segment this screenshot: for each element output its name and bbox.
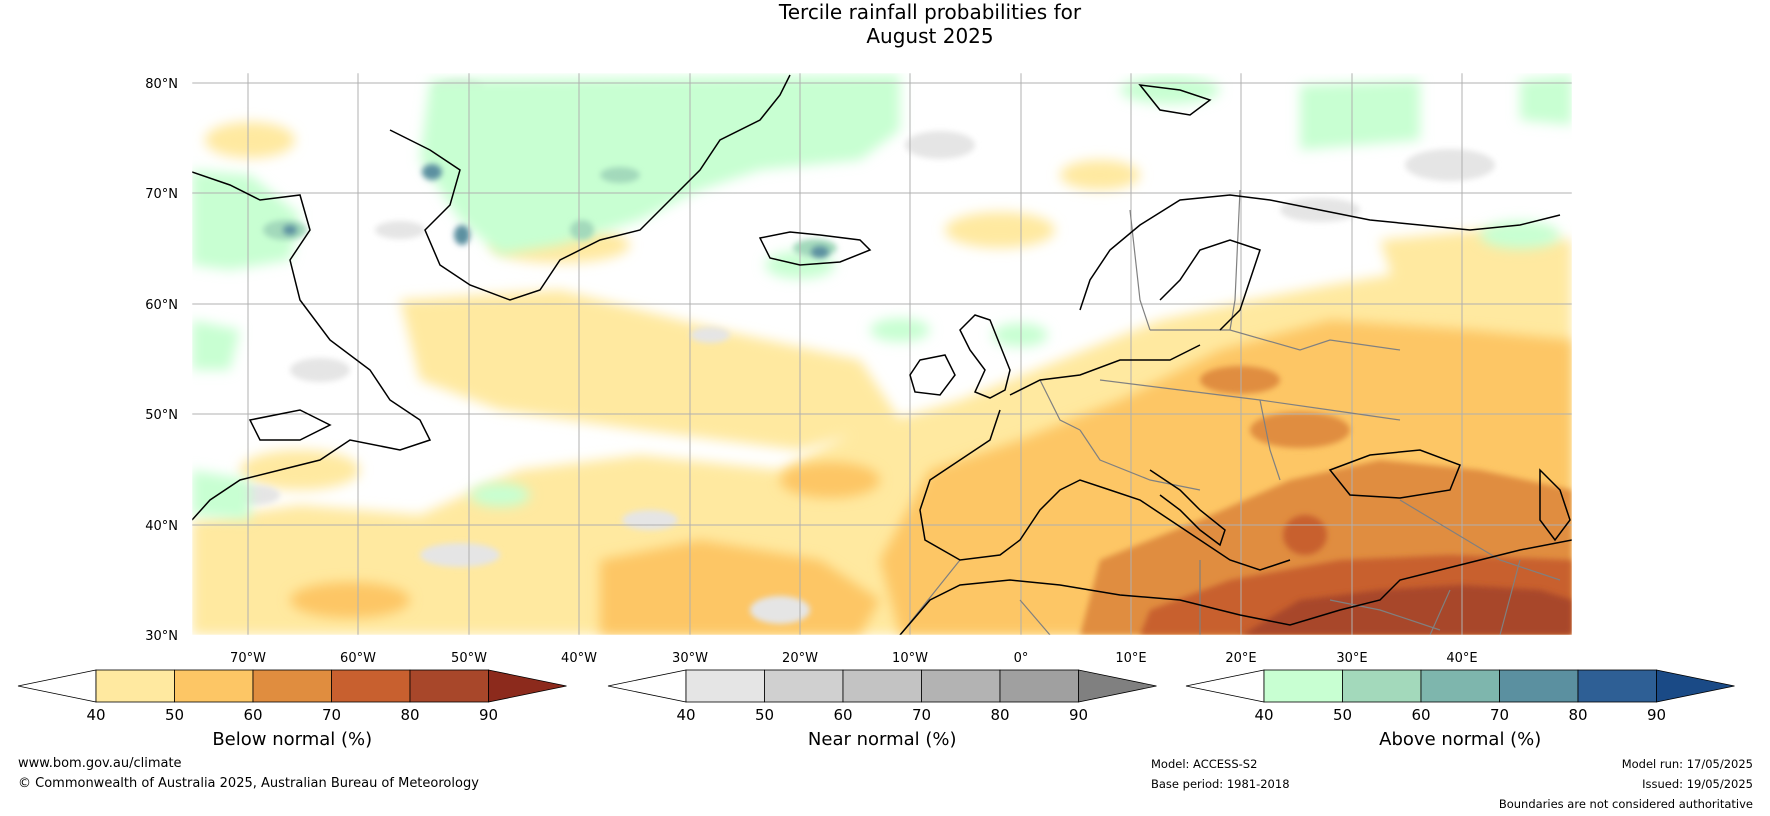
above-normal-colorbar-tick: 70 bbox=[1490, 706, 1509, 724]
above-normal-colorbar-tick: 90 bbox=[1647, 706, 1666, 724]
below-normal-colorbar: 40 50 60 70 80 90 Below normal (%) bbox=[17, 669, 567, 750]
chart-title: Tercile rainfall probabilities for Augus… bbox=[0, 0, 1770, 48]
graticule bbox=[192, 73, 1572, 635]
near-normal-colorbar-low-extend bbox=[607, 669, 687, 703]
britain-coast bbox=[959, 314, 1011, 399]
near-normal-colorbar-segment bbox=[685, 669, 765, 703]
lon-label-40w: 40°W bbox=[561, 651, 597, 666]
above-normal-colorbar-segment bbox=[1263, 669, 1343, 703]
italy-coast bbox=[1149, 469, 1226, 547]
lon-label-30e: 30°E bbox=[1336, 651, 1367, 666]
near-normal-colorbar-segment bbox=[842, 669, 922, 703]
above-normal-colorbar-segment bbox=[1577, 669, 1657, 703]
footer-base-period: Base period: 1981-2018 bbox=[1151, 777, 1290, 791]
below-normal-colorbar-tick: 70 bbox=[322, 706, 341, 724]
longitude-labels: 70°W 60°W 50°W 40°W 30°W 20°W 10°W 0° 10… bbox=[230, 651, 1478, 666]
coastlines bbox=[192, 74, 1572, 635]
above-normal-colorbar-high-extend bbox=[1656, 669, 1735, 703]
above-normal-60-80-areas bbox=[283, 164, 829, 258]
footer-url: www.bom.gov.au/climate bbox=[18, 756, 182, 771]
lat-label-70n: 70°N bbox=[145, 187, 178, 202]
lon-label-10e: 10°E bbox=[1115, 651, 1146, 666]
below-normal-colorbar-segment bbox=[409, 669, 489, 703]
below-normal-colorbar-tick: 60 bbox=[243, 706, 262, 724]
lon-label-40e: 40°E bbox=[1446, 651, 1477, 666]
above-normal-colorbar: 40 50 60 70 80 90 Above normal (%) bbox=[1185, 669, 1735, 750]
below-normal-colorbar-segment bbox=[252, 669, 332, 703]
north-america-coast bbox=[192, 171, 432, 521]
above-normal-colorbar-tick: 60 bbox=[1411, 706, 1430, 724]
below-normal-colorbar-low-extend bbox=[17, 669, 97, 703]
lon-label-50w: 50°W bbox=[451, 651, 487, 666]
below-normal-colorbar-tick: 80 bbox=[400, 706, 419, 724]
below-normal-colorbar-segment bbox=[95, 669, 175, 703]
lat-label-60n: 60°N bbox=[145, 298, 178, 313]
above-normal-colorbar-segment bbox=[1342, 669, 1422, 703]
near-normal-colorbar-tick: 50 bbox=[755, 706, 774, 724]
above-normal-colorbar-tick: 50 bbox=[1333, 706, 1352, 724]
near-normal-colorbar-tick: 70 bbox=[912, 706, 931, 724]
country-borders bbox=[899, 189, 1561, 635]
below-normal-colorbar-segment bbox=[331, 669, 411, 703]
near-normal-colorbar-tick: 40 bbox=[676, 706, 695, 724]
lat-label-80n: 80°N bbox=[145, 77, 178, 92]
near-normal-colorbar-tick: 60 bbox=[833, 706, 852, 724]
footer-model-run: Model run: 17/05/2025 bbox=[1621, 757, 1753, 771]
latitude-labels: 80°N 70°N 60°N 50°N 40°N 30°N bbox=[145, 77, 178, 644]
below-normal-colorbar-segment bbox=[174, 669, 254, 703]
near-normal-colorbar: 40 50 60 70 80 90 Near normal (%) bbox=[607, 669, 1157, 750]
greenland-coast bbox=[389, 74, 791, 301]
lat-label-40n: 40°N bbox=[145, 519, 178, 534]
footer-issued: Issued: 19/05/2025 bbox=[1642, 777, 1753, 791]
above-normal-40-50-areas bbox=[192, 75, 1572, 520]
colorbar-group: 40 50 60 70 80 90 Below normal (%) 40 50 60 70 80 90… bbox=[17, 669, 1735, 750]
below-normal-colorbar-tick: 50 bbox=[165, 706, 184, 724]
lon-label-0: 0° bbox=[1014, 651, 1029, 666]
below-normal-80-90-areas bbox=[1240, 585, 1572, 635]
title-line-2: August 2025 bbox=[866, 24, 994, 48]
ireland-coast bbox=[909, 354, 956, 396]
below-normal-colorbar-label: Below normal (%) bbox=[212, 729, 372, 750]
lon-label-20e: 20°E bbox=[1225, 651, 1256, 666]
above-normal-colorbar-segment bbox=[1499, 669, 1579, 703]
lon-label-30w: 30°W bbox=[672, 651, 708, 666]
near-normal-colorbar-tick: 80 bbox=[990, 706, 1009, 724]
lon-label-20w: 20°W bbox=[782, 651, 818, 666]
above-normal-colorbar-tick: 40 bbox=[1254, 706, 1273, 724]
below-normal-colorbar-high-extend bbox=[488, 669, 567, 703]
above-normal-colorbar-label: Above normal (%) bbox=[1379, 729, 1541, 750]
lat-label-50n: 50°N bbox=[145, 408, 178, 423]
lon-label-70w: 70°W bbox=[230, 651, 266, 666]
near-normal-colorbar-high-extend bbox=[1078, 669, 1157, 703]
footer-model: Model: ACCESS-S2 bbox=[1151, 757, 1258, 771]
iceland-coast bbox=[758, 231, 872, 266]
black-sea-coast bbox=[1328, 449, 1461, 499]
scandinavia-coast bbox=[1079, 194, 1561, 311]
title-line-1: Tercile rainfall probabilities for bbox=[778, 0, 1082, 24]
lat-label-30n: 30°N bbox=[145, 629, 178, 644]
near-normal-colorbar-segment bbox=[999, 669, 1079, 703]
probability-field bbox=[192, 73, 1572, 635]
near-normal-colorbar-segment bbox=[921, 669, 1001, 703]
above-normal-colorbar-segment bbox=[1420, 669, 1500, 703]
north-africa-coast bbox=[899, 539, 1572, 635]
footer-disclaimer: Boundaries are not considered authoritat… bbox=[1498, 797, 1753, 811]
map-frame bbox=[191, 72, 1573, 636]
near-normal-colorbar-label: Near normal (%) bbox=[808, 729, 957, 750]
near-normal-colorbar-tick: 90 bbox=[1069, 706, 1088, 724]
below-normal-colorbar-tick: 40 bbox=[86, 706, 105, 724]
above-normal-colorbar-low-extend bbox=[1185, 669, 1265, 703]
lon-label-60w: 60°W bbox=[340, 651, 376, 666]
lon-label-10w: 10°W bbox=[892, 651, 928, 666]
europe-coast bbox=[919, 344, 1291, 571]
footer-copyright: © Commonwealth of Australia 2025, Austra… bbox=[18, 776, 479, 791]
below-normal-colorbar-tick: 90 bbox=[479, 706, 498, 724]
above-normal-colorbar-tick: 80 bbox=[1568, 706, 1587, 724]
near-normal-colorbar-segment bbox=[764, 669, 844, 703]
